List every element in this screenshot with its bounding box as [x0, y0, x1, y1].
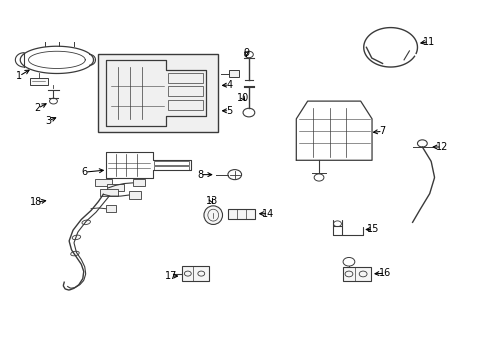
Ellipse shape	[82, 220, 91, 225]
Ellipse shape	[71, 251, 79, 256]
Text: 10: 10	[237, 93, 249, 103]
Text: 12: 12	[436, 142, 448, 152]
Text: 5: 5	[226, 106, 232, 116]
Bar	[154, 166, 189, 170]
Text: 4: 4	[226, 80, 232, 90]
Bar	[168, 73, 203, 83]
Bar	[98, 54, 218, 132]
Ellipse shape	[72, 235, 81, 240]
Text: 16: 16	[379, 268, 392, 278]
Bar	[228, 209, 255, 220]
Text: 7: 7	[380, 126, 386, 136]
Bar	[154, 161, 189, 165]
Text: 8: 8	[197, 170, 203, 180]
Bar	[182, 266, 209, 281]
Text: 14: 14	[262, 209, 274, 219]
Text: 18: 18	[30, 197, 43, 207]
Bar	[129, 192, 141, 199]
Bar	[106, 206, 116, 212]
Bar	[133, 179, 145, 186]
Bar	[100, 189, 118, 196]
Ellipse shape	[204, 206, 222, 225]
Bar	[168, 100, 203, 110]
Text: 9: 9	[244, 48, 249, 58]
Text: 13: 13	[206, 196, 218, 206]
Bar	[168, 86, 203, 96]
Text: 15: 15	[367, 225, 379, 234]
Bar	[107, 184, 124, 191]
Bar	[343, 267, 371, 281]
Bar	[229, 70, 239, 77]
Text: 3: 3	[46, 116, 51, 126]
Text: 1: 1	[16, 71, 23, 81]
Text: 11: 11	[423, 37, 435, 46]
Text: 17: 17	[165, 271, 177, 281]
Text: 2: 2	[35, 103, 41, 113]
Bar	[29, 78, 48, 85]
Bar	[95, 179, 112, 186]
Text: 6: 6	[82, 167, 88, 177]
